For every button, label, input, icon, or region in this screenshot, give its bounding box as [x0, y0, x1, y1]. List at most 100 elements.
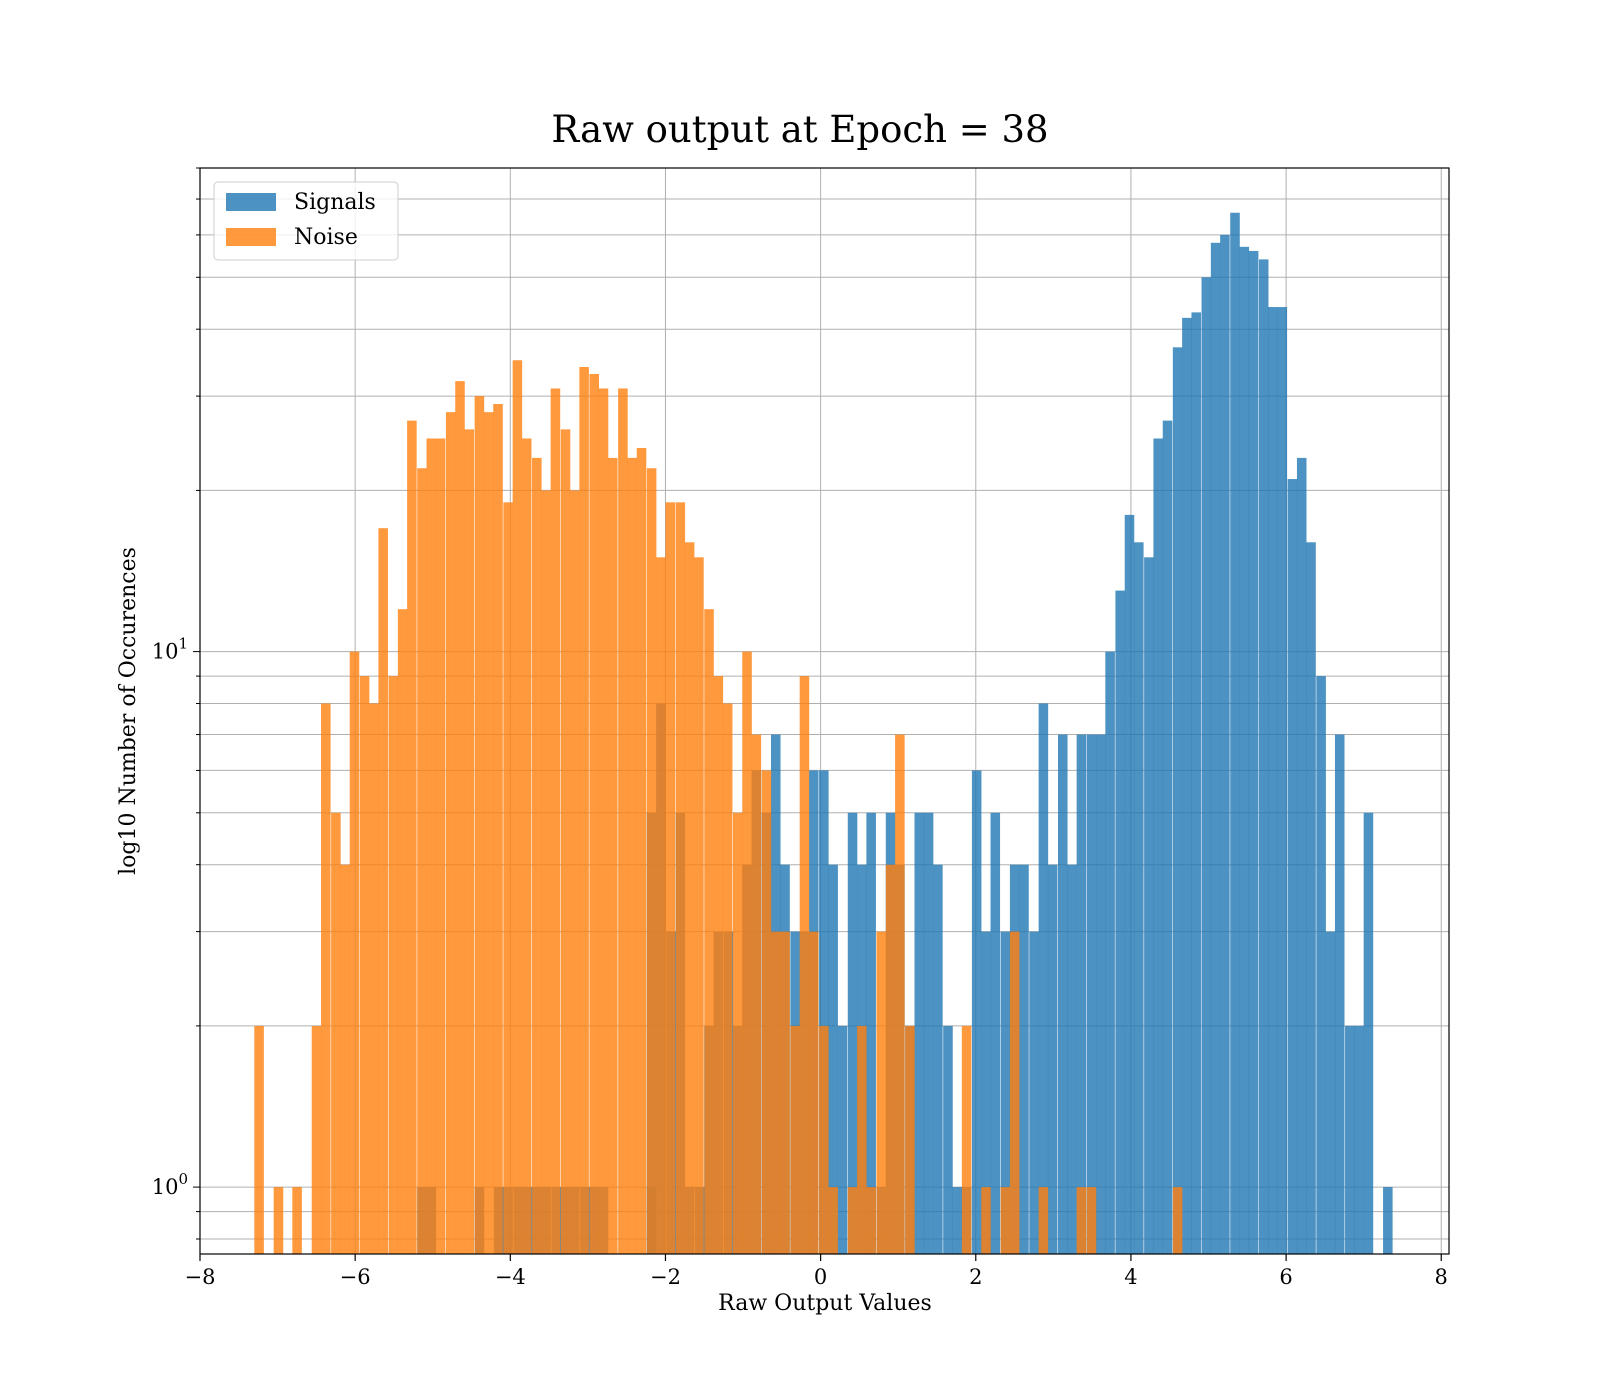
legend-swatch-noise [226, 228, 276, 246]
x-tick-label: 4 [1124, 1265, 1137, 1289]
x-tick-label: −2 [650, 1265, 681, 1289]
bar-noise [895, 734, 905, 1254]
bar-noise [704, 609, 714, 1254]
legend-label-noise: Noise [294, 225, 358, 250]
bar-signals [1258, 259, 1269, 1254]
bar-noise [598, 388, 609, 1254]
bar-noise [675, 502, 686, 1255]
bar-noise [349, 651, 360, 1254]
legend: Signals Noise [213, 181, 399, 261]
bar-noise [618, 388, 628, 1254]
bar-signals [1124, 514, 1135, 1254]
bar-noise [378, 528, 388, 1254]
bar-signals [837, 1025, 848, 1254]
bar-signals [923, 812, 934, 1254]
bar-signals [1000, 931, 1011, 1254]
bar-signals [1210, 242, 1221, 1255]
bar-signals [819, 770, 829, 1254]
bar-signals [1067, 864, 1077, 1254]
bar-signals [933, 864, 943, 1254]
bar-noise [445, 412, 456, 1255]
bar-noise [656, 557, 666, 1254]
x-tick-label: −6 [340, 1265, 371, 1289]
bar-noise [828, 1187, 838, 1254]
bar-noise [331, 812, 341, 1254]
bar-noise [866, 1187, 876, 1254]
bar-noise [808, 931, 819, 1254]
bar-noise [254, 1025, 264, 1254]
bar-noise [589, 373, 599, 1254]
bar-noise [1009, 931, 1020, 1254]
bar-noise [369, 703, 379, 1254]
x-tick-label: 2 [969, 1265, 982, 1289]
bar-noise [1086, 1187, 1097, 1254]
bar-noise [847, 1187, 858, 1254]
bar-noise [770, 931, 781, 1254]
bar-signals [1230, 212, 1240, 1254]
bar-noise [665, 502, 676, 1255]
bar-noise [1000, 1187, 1011, 1254]
bar-noise [636, 447, 647, 1254]
bar-signals [1115, 590, 1125, 1254]
bar-noise [876, 931, 887, 1254]
bar-noise [483, 412, 494, 1255]
y-tick-exponent: 1 [178, 635, 188, 653]
legend-swatch-signals [226, 193, 276, 211]
bar-signals [1058, 734, 1068, 1254]
bar-signals [1038, 703, 1049, 1254]
bar-signals [1201, 277, 1212, 1254]
y-tick-base: 10 [152, 1175, 179, 1199]
bar-signals [990, 812, 1001, 1254]
bar-signals [1316, 676, 1326, 1254]
bar-noise [627, 457, 637, 1254]
bar-signals [1345, 1025, 1355, 1254]
y-tick-label: 100 [152, 1170, 188, 1199]
x-tick-label: 6 [1279, 1265, 1292, 1289]
bar-signals [1383, 1187, 1393, 1254]
bar-noise [503, 502, 513, 1255]
bar-noise [905, 1025, 915, 1254]
bar-noise [694, 557, 704, 1254]
bar-signals [914, 812, 925, 1254]
bar-signals [1182, 317, 1192, 1254]
bar-noise [857, 1025, 867, 1254]
y-tick-exponent: 0 [178, 1170, 188, 1188]
bar-noise [541, 490, 551, 1254]
bar-noise [417, 468, 427, 1254]
bar-signals [828, 864, 838, 1254]
bar-signals [1153, 438, 1163, 1254]
bar-noise [1172, 1187, 1183, 1254]
bar-signals [1239, 246, 1250, 1255]
bar-signals [1220, 234, 1230, 1254]
series-noise-bars [254, 360, 1183, 1255]
bar-noise [684, 542, 695, 1254]
bar-signals [1354, 1025, 1364, 1254]
x-axis-label: Raw Output Values [718, 1291, 932, 1316]
bar-noise [493, 403, 503, 1254]
bar-signals [1277, 307, 1288, 1255]
bar-signals [1162, 420, 1173, 1255]
bar-noise [273, 1187, 284, 1254]
bar-noise [761, 770, 772, 1254]
bar-noise [512, 360, 523, 1254]
x-axis-ticks: −8 −6 −4 −2 0 2 4 6 8 [185, 1254, 1448, 1289]
chart-title: Raw output at Epoch = 38 [551, 108, 1048, 151]
x-tick-label: −4 [495, 1265, 526, 1289]
bar-signals [971, 770, 982, 1254]
bar-noise [961, 1025, 972, 1254]
bar-signals [1287, 479, 1298, 1254]
y-axis-label: log10 Number of Occurences [116, 547, 141, 875]
bar-signals [1248, 250, 1259, 1254]
bar-signals [1029, 931, 1039, 1254]
bar-noise [751, 734, 762, 1254]
x-tick-label: −8 [185, 1265, 216, 1289]
bar-noise [579, 366, 589, 1255]
bar-noise [819, 1025, 829, 1254]
bar-noise [426, 438, 437, 1254]
bar-noise [732, 812, 743, 1254]
bar-noise [885, 864, 896, 1254]
bar-noise [474, 396, 485, 1255]
x-tick-label: 8 [1435, 1265, 1448, 1289]
y-tick-label: 101 [152, 635, 188, 664]
bar-noise [722, 703, 733, 1254]
